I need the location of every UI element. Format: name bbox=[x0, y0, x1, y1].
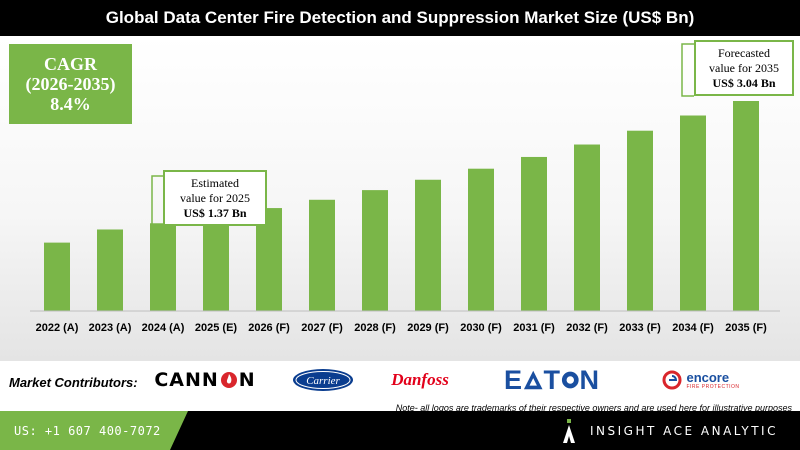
chart-area: 2022 (A) 2023 (A) 2024 (A) 2025 (E) 2026 (F)… bbox=[0, 36, 800, 361]
trademark-note: Note- all logos are trademarks of their … bbox=[395, 403, 792, 413]
bar-2022-a bbox=[44, 242, 70, 311]
x-tick-label: 2028 (F) bbox=[354, 322, 396, 334]
eaton-text-b: T bbox=[543, 364, 561, 395]
bar-2031-f bbox=[521, 156, 547, 311]
x-tick-label: 2026 (F) bbox=[248, 322, 290, 334]
forecasted-callout: Forecasted value for 2035 US$ 3.04 Bn bbox=[694, 40, 794, 96]
encore-text: encore bbox=[686, 369, 730, 385]
bar-2035-f bbox=[733, 101, 759, 311]
estimated-callout-connector bbox=[151, 175, 163, 262]
forecasted-value: US$ 3.04 Bn bbox=[712, 75, 776, 90]
phone-number[interactable]: US: +1 607 400-7072 bbox=[0, 411, 170, 450]
forecasted-callout-connector bbox=[681, 43, 694, 97]
danfoss-logo: Danfoss bbox=[391, 370, 449, 389]
flame-icon bbox=[220, 372, 237, 388]
carrier-logo: Carrier bbox=[292, 365, 354, 395]
x-tick-label: 2022 (A) bbox=[36, 322, 79, 334]
cagr-box: CAGR (2026-2035) 8.4% bbox=[9, 44, 132, 124]
estimated-label: Estimated bbox=[191, 175, 239, 190]
cagr-value: 8.4% bbox=[50, 94, 91, 115]
insightace-logo-icon bbox=[563, 418, 575, 443]
cagr-label: CAGR bbox=[44, 53, 97, 74]
brand: INSIGHT ACE ANALYTIC bbox=[562, 411, 778, 450]
bar-2025-e bbox=[203, 216, 229, 311]
bar-2030-f bbox=[468, 168, 494, 311]
cagr-period: (2026-2035) bbox=[25, 73, 116, 94]
eaton-text-a: E bbox=[504, 364, 524, 395]
bar-2033-f bbox=[627, 130, 653, 311]
encore-logo: encore FIRE PROTECTION bbox=[656, 365, 746, 395]
cannon-logo: CANN N bbox=[146, 365, 264, 395]
forecasted-label: Forecasted bbox=[718, 45, 770, 60]
x-tick-label: 2024 (A) bbox=[142, 322, 185, 334]
x-tick-label: 2034 (F) bbox=[672, 322, 714, 334]
chart-title: Global Data Center Fire Detection and Su… bbox=[0, 0, 800, 36]
x-tick-label: 2035 (F) bbox=[725, 322, 767, 334]
market-contributors: Market Contributors: CANN N Carrier Danf… bbox=[0, 361, 800, 413]
estimated-value: US$ 1.37 Bn bbox=[183, 205, 247, 220]
bar-chart: 2022 (A) 2023 (A) 2024 (A) 2025 (E) 2026 (F)… bbox=[30, 43, 780, 334]
x-tick-label: 2029 (F) bbox=[407, 322, 449, 334]
forecasted-sublabel: value for 2035 bbox=[709, 60, 779, 75]
bar-2027-f bbox=[309, 199, 335, 311]
x-tick-label: 2030 (F) bbox=[460, 322, 502, 334]
bar-2032-f bbox=[574, 144, 600, 311]
encore-subtext: FIRE PROTECTION bbox=[686, 383, 740, 390]
x-tick-label: 2032 (F) bbox=[566, 322, 608, 334]
brand-name: INSIGHT ACE ANALYTIC bbox=[590, 423, 778, 438]
x-tick-label: 2031 (F) bbox=[513, 322, 555, 334]
bar-2024-a bbox=[150, 223, 176, 311]
phone-corner bbox=[170, 411, 188, 450]
x-tick-label: 2025 (E) bbox=[195, 322, 238, 334]
footer: US: +1 607 400-7072 INSIGHT ACE ANALYTIC bbox=[0, 411, 800, 450]
bar-2028-f bbox=[362, 190, 388, 311]
x-tick-label: 2027 (F) bbox=[301, 322, 343, 334]
x-tick-label: 2033 (F) bbox=[619, 322, 661, 334]
bar-2023-a bbox=[97, 229, 123, 311]
contributors-label: Market Contributors: bbox=[9, 375, 138, 390]
carrier-text: Carrier bbox=[306, 375, 340, 387]
eaton-o-mark bbox=[561, 371, 579, 389]
estimated-sublabel: value for 2025 bbox=[180, 190, 250, 205]
cannon-text-a: CANN bbox=[154, 369, 219, 391]
bar-2034-f bbox=[680, 115, 706, 311]
eaton-text-c: N bbox=[579, 364, 600, 395]
eaton-logo: E T N bbox=[504, 365, 600, 395]
carrier-oval: Carrier bbox=[293, 369, 353, 391]
cannon-text-b: N bbox=[238, 369, 256, 391]
eaton-a-mark bbox=[523, 370, 543, 390]
estimated-callout: Estimated value for 2025 US$ 1.37 Bn bbox=[163, 170, 267, 226]
bar-2029-f bbox=[415, 179, 441, 311]
x-tick-label: 2023 (A) bbox=[89, 322, 132, 334]
encore-mark-icon bbox=[662, 370, 682, 390]
